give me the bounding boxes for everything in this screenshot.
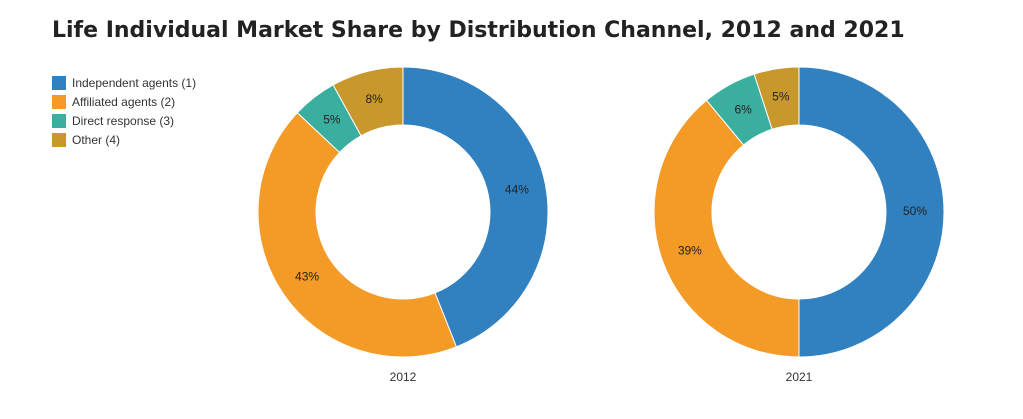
slice-label-2012-affiliated-agents: 43% bbox=[295, 269, 319, 283]
slice-2012-other[interactable] bbox=[332, 66, 404, 137]
legend-item-direct-response[interactable]: Direct response (3) bbox=[52, 111, 196, 130]
legend-label-independent-agents: Independent agents (1) bbox=[72, 75, 197, 90]
slice-2012-independent-agents[interactable] bbox=[402, 66, 549, 348]
legend-label-affiliated-agents: Affiliated agents (2) bbox=[72, 94, 176, 109]
legend-swatch-other bbox=[52, 132, 66, 147]
legend: Independent agents (1) Affiliated agents… bbox=[52, 73, 196, 149]
slice-label-2021-affiliated-agents: 39% bbox=[678, 243, 702, 257]
legend-item-other[interactable]: Other (4) bbox=[52, 130, 196, 149]
legend-label-other: Other (4) bbox=[72, 132, 121, 147]
slice-label-2021-independent-agents: 50% bbox=[903, 204, 927, 218]
legend-item-independent-agents[interactable]: Independent agents (1) bbox=[52, 73, 196, 92]
chart-label-2012: 2012 bbox=[390, 370, 417, 384]
chart-title: Life Individual Market Share by Distribu… bbox=[52, 18, 905, 43]
legend-swatch-direct-response bbox=[52, 113, 66, 128]
legend-swatch-affiliated-agents bbox=[52, 94, 66, 109]
slice-label-2012-direct-response: 5% bbox=[323, 113, 341, 127]
legend-label-direct-response: Direct response (3) bbox=[72, 113, 175, 128]
slice-2021-other[interactable] bbox=[753, 66, 800, 130]
slice-label-2012-other: 8% bbox=[365, 92, 383, 106]
legend-item-affiliated-agents[interactable]: Affiliated agents (2) bbox=[52, 92, 196, 111]
slice-2021-affiliated-agents[interactable] bbox=[653, 99, 800, 358]
slice-label-2021-direct-response: 6% bbox=[734, 103, 752, 117]
slice-2021-independent-agents[interactable] bbox=[798, 66, 945, 358]
slice-2012-affiliated-agents[interactable] bbox=[257, 112, 458, 358]
slice-label-2021-other: 5% bbox=[772, 90, 790, 104]
slice-label-2012-independent-agents: 44% bbox=[505, 182, 529, 196]
legend-swatch-independent-agents bbox=[52, 75, 66, 90]
chart-label-2021: 2021 bbox=[786, 370, 813, 384]
